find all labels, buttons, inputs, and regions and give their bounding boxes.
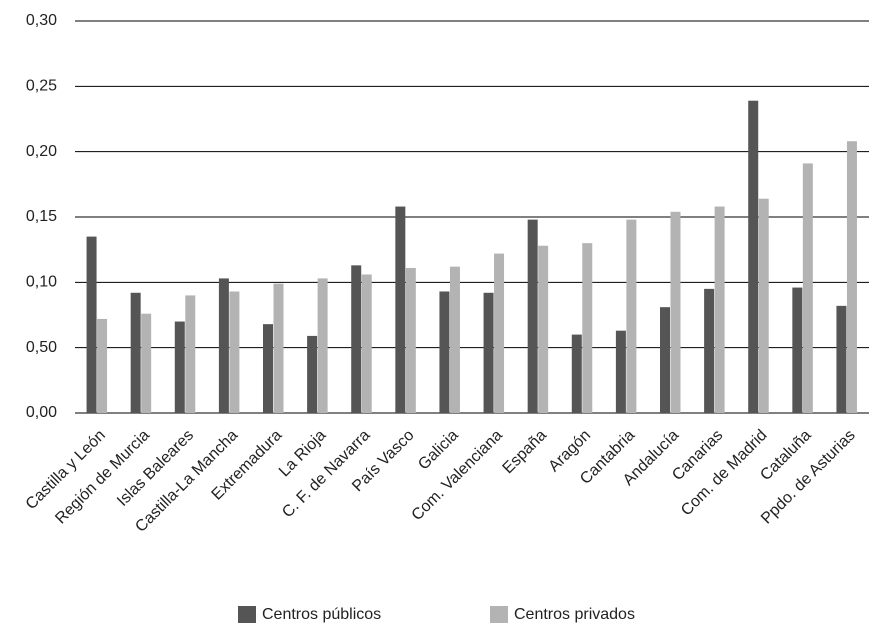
bar <box>802 163 813 413</box>
bar <box>439 291 450 413</box>
bar <box>351 265 362 413</box>
bar <box>263 324 273 413</box>
bar <box>218 278 229 413</box>
legend-label: Centros públicos <box>262 606 381 623</box>
bar <box>174 321 185 413</box>
x-tick-label: Islas Baleares <box>114 427 197 510</box>
bar <box>395 206 406 413</box>
y-tick-label: 0,15 <box>26 208 57 225</box>
bar <box>307 335 318 413</box>
bar <box>130 292 141 413</box>
legend-swatch <box>238 606 256 623</box>
bar <box>317 278 328 413</box>
bar <box>527 219 538 413</box>
bar <box>361 274 372 413</box>
legend-swatch <box>490 606 508 623</box>
bar <box>615 330 626 413</box>
bar <box>846 141 857 414</box>
bar <box>405 267 416 413</box>
y-tick-label: 0,30 <box>26 12 57 29</box>
bar <box>229 291 240 413</box>
bar <box>483 292 494 413</box>
y-tick-label: 0,00 <box>26 404 57 421</box>
bar <box>449 266 460 413</box>
bar <box>758 198 769 413</box>
bar <box>626 219 637 413</box>
bar <box>97 318 108 413</box>
bar <box>494 253 505 413</box>
bar <box>538 245 549 413</box>
bar <box>660 307 670 413</box>
bar <box>704 288 715 413</box>
bar <box>670 211 681 413</box>
bar <box>141 313 152 413</box>
x-tick-label: Castilla y León <box>23 427 109 513</box>
bar <box>571 334 582 413</box>
bar <box>185 295 196 413</box>
bar <box>748 100 759 413</box>
y-tick-label: 0,25 <box>26 78 57 95</box>
bar <box>836 305 847 413</box>
bar <box>273 283 284 413</box>
y-tick-label: 0,10 <box>26 274 57 291</box>
y-tick-label: 0,20 <box>26 143 57 160</box>
bar <box>582 243 593 413</box>
y-tick-label: 0,50 <box>26 339 57 356</box>
bar <box>714 206 725 413</box>
bar <box>792 287 803 413</box>
x-tick-label: España <box>500 427 550 477</box>
bar <box>86 236 97 413</box>
legend-label: Centros privados <box>514 606 635 623</box>
